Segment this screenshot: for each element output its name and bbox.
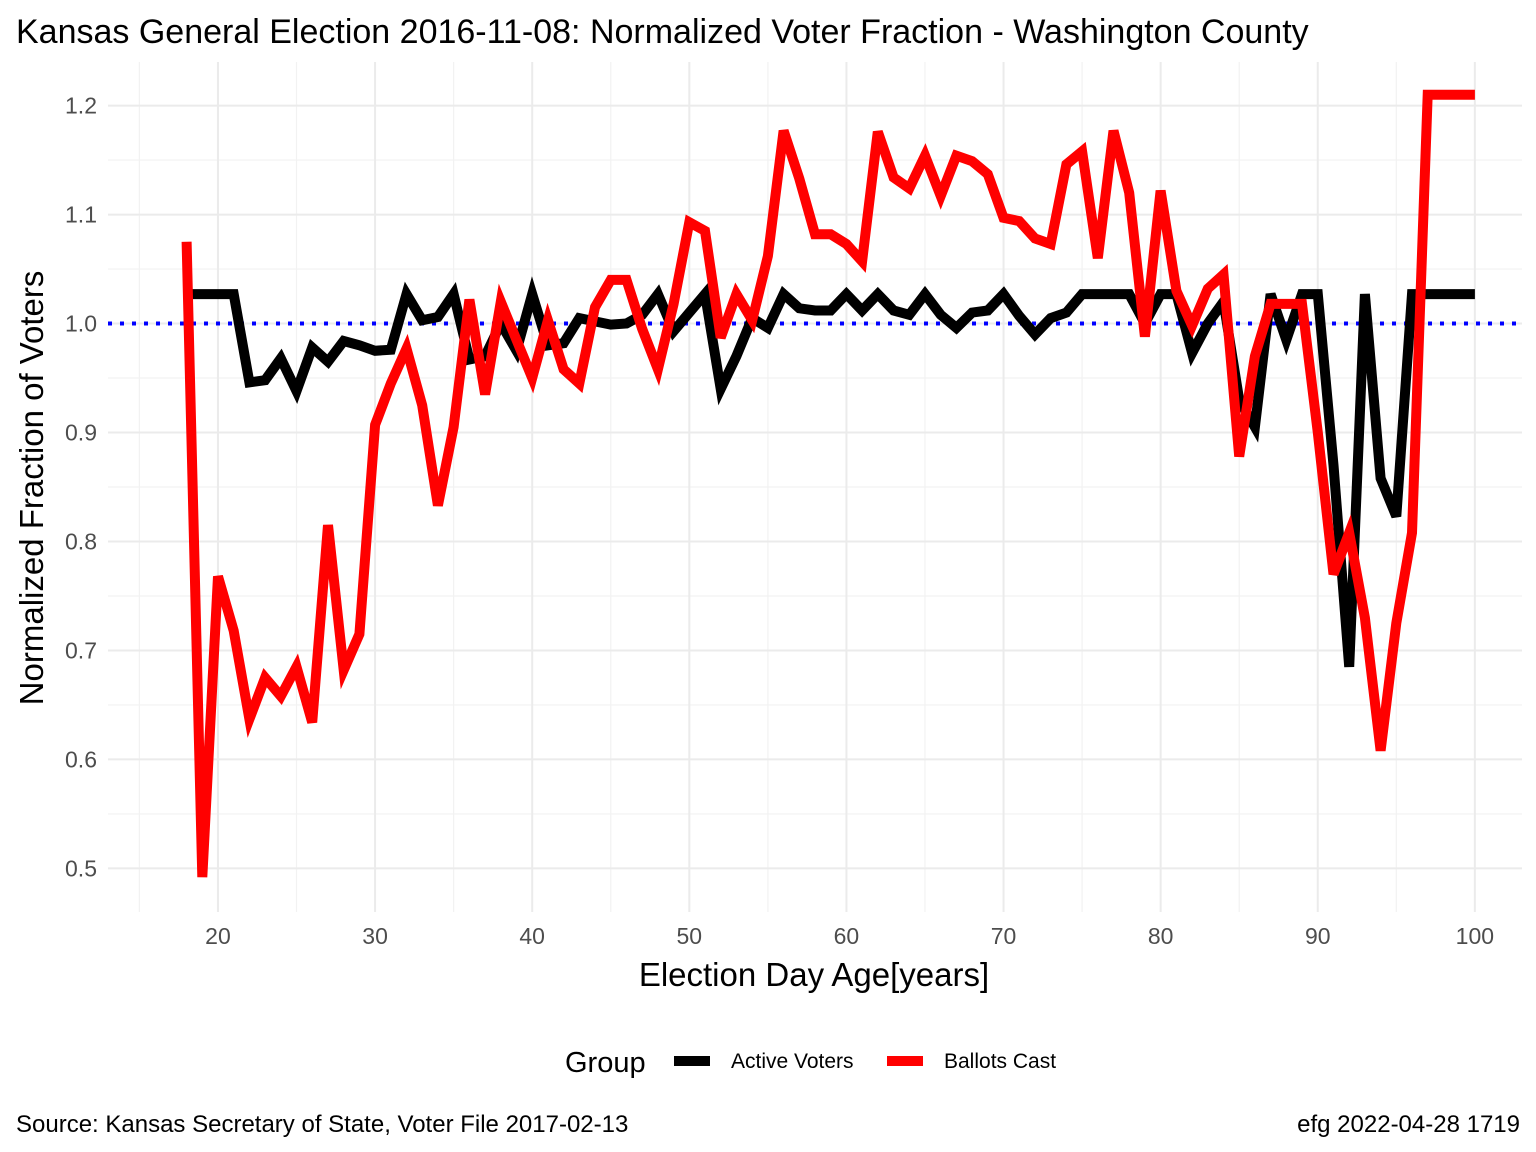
y-tick-label: 1.2 bbox=[65, 93, 97, 119]
y-tick-label: 0.7 bbox=[65, 637, 97, 663]
x-axis-title: Election Day Age[years] bbox=[639, 956, 989, 993]
x-tick-label: 60 bbox=[834, 923, 860, 949]
legend-label-ballots-cast: Ballots Cast bbox=[944, 1050, 1056, 1073]
y-tick-label: 0.9 bbox=[65, 420, 97, 446]
y-tick-label: 1.0 bbox=[65, 311, 97, 337]
legend-label-active-voters: Active Voters bbox=[731, 1050, 854, 1073]
y-tick-label: 0.8 bbox=[65, 528, 97, 554]
minor-gridlines bbox=[108, 62, 1522, 912]
series-line-active-voters bbox=[186, 276, 1475, 668]
x-tick-labels: 20 30 40 50 60 70 80 90 100 bbox=[205, 923, 1494, 949]
x-tick-label: 80 bbox=[1148, 923, 1174, 949]
y-tick-label: 0.6 bbox=[65, 746, 97, 772]
legend: Group Active Voters Ballots Cast bbox=[565, 1047, 1056, 1079]
x-tick-label: 20 bbox=[205, 923, 231, 949]
x-tick-label: 50 bbox=[677, 923, 703, 949]
x-tick-label: 40 bbox=[519, 923, 545, 949]
series-line-ballots-cast bbox=[181, 89, 1475, 878]
series-lines bbox=[181, 89, 1475, 878]
chart-title: Kansas General Election 2016-11-08: Norm… bbox=[16, 13, 1309, 51]
x-tick-label: 100 bbox=[1456, 923, 1494, 949]
legend-title: Group bbox=[565, 1047, 646, 1079]
caption-source: Source: Kansas Secretary of State, Voter… bbox=[16, 1111, 628, 1138]
y-tick-label: 0.5 bbox=[65, 855, 97, 881]
x-tick-label: 90 bbox=[1305, 923, 1331, 949]
y-axis-title: Normalized Fraction of Voters bbox=[13, 271, 50, 706]
y-tick-labels: 0.5 0.6 0.7 0.8 0.9 1.0 1.1 1.2 bbox=[65, 93, 97, 882]
x-tick-label: 70 bbox=[991, 923, 1017, 949]
y-tick-label: 1.1 bbox=[65, 202, 97, 228]
x-tick-label: 30 bbox=[362, 923, 388, 949]
caption-credit: efg 2022-04-28 1719 bbox=[1297, 1111, 1520, 1138]
